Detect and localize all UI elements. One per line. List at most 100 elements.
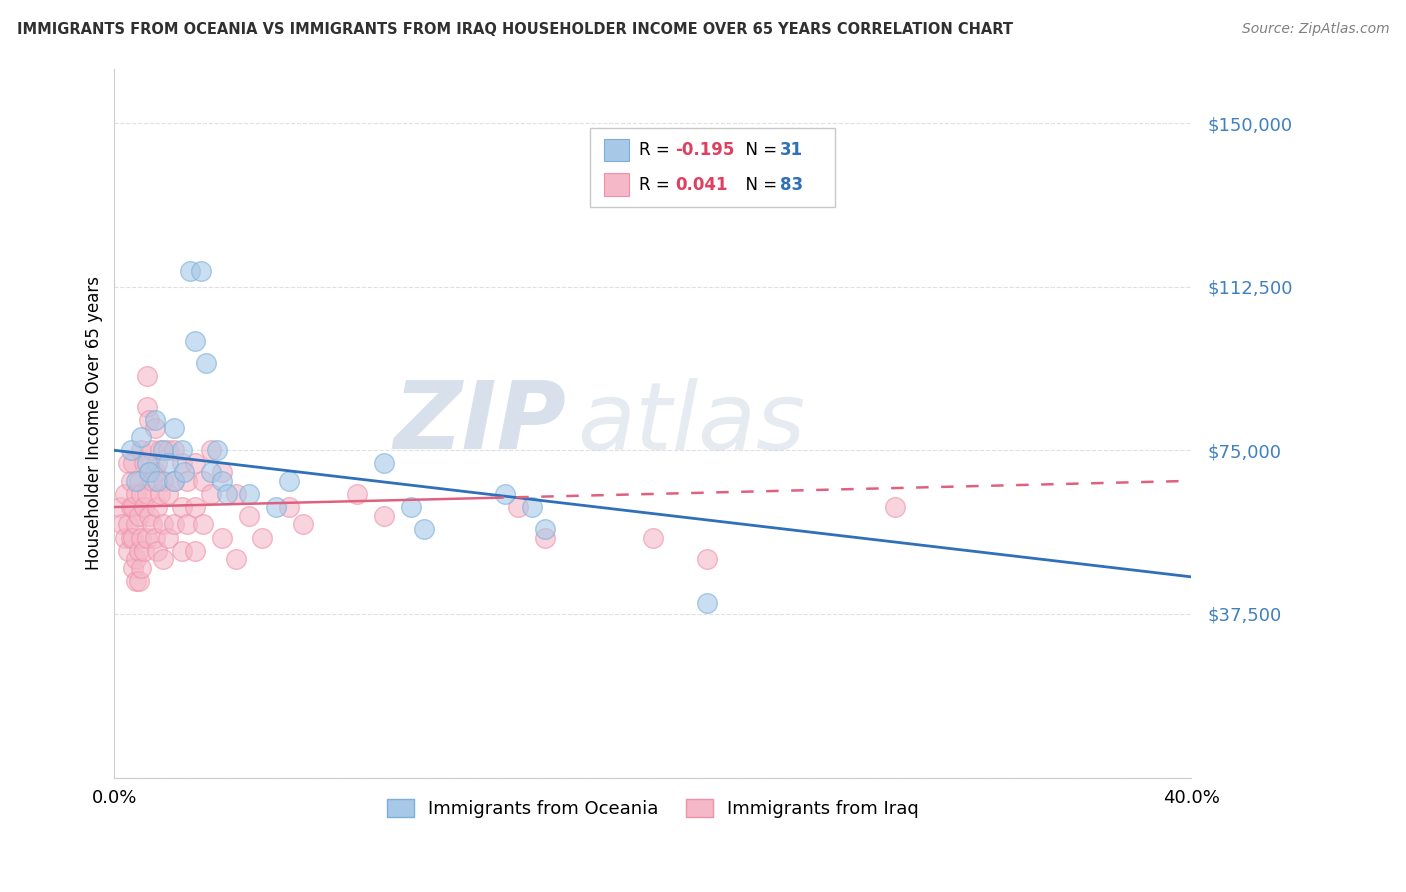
Point xyxy=(131,430,153,444)
Point xyxy=(141,474,163,488)
Point xyxy=(170,500,193,514)
Text: 0.041: 0.041 xyxy=(676,176,728,194)
Point xyxy=(117,457,139,471)
Point xyxy=(125,487,148,501)
Point xyxy=(211,531,233,545)
Point xyxy=(157,457,180,471)
Point xyxy=(534,531,557,545)
Point xyxy=(641,531,664,545)
Point xyxy=(373,508,395,523)
Point xyxy=(138,465,160,479)
Point xyxy=(143,465,166,479)
Point xyxy=(135,400,157,414)
Point xyxy=(125,474,148,488)
Point xyxy=(211,474,233,488)
Point xyxy=(143,421,166,435)
Point xyxy=(264,500,287,514)
Point xyxy=(200,465,222,479)
Point xyxy=(138,413,160,427)
Point xyxy=(170,543,193,558)
Point xyxy=(120,500,142,514)
Point xyxy=(179,264,201,278)
Point xyxy=(117,543,139,558)
Point xyxy=(291,517,314,532)
Point xyxy=(494,487,516,501)
Point xyxy=(146,457,169,471)
Point xyxy=(122,531,145,545)
Text: 83: 83 xyxy=(780,176,803,194)
Point xyxy=(146,543,169,558)
Point xyxy=(125,574,148,589)
Point xyxy=(125,552,148,566)
Point xyxy=(122,500,145,514)
Point xyxy=(184,334,207,349)
Point xyxy=(135,369,157,384)
Point xyxy=(108,500,131,514)
Point xyxy=(135,531,157,545)
Point xyxy=(157,531,180,545)
Point xyxy=(135,487,157,501)
Point xyxy=(696,596,718,610)
Point xyxy=(238,508,260,523)
Point xyxy=(157,443,180,458)
Text: R =: R = xyxy=(640,176,675,194)
Point xyxy=(125,517,148,532)
Point xyxy=(508,500,530,514)
Point xyxy=(122,561,145,575)
Text: 31: 31 xyxy=(780,141,803,159)
Point xyxy=(152,517,174,532)
Point xyxy=(278,474,301,488)
Point xyxy=(152,443,174,458)
Point xyxy=(534,522,557,536)
Point xyxy=(238,487,260,501)
Point xyxy=(135,457,157,471)
Point xyxy=(131,487,153,501)
Point xyxy=(122,457,145,471)
Point xyxy=(138,465,160,479)
Point xyxy=(162,443,184,458)
Point xyxy=(399,500,422,514)
Point xyxy=(120,474,142,488)
Point xyxy=(162,421,184,435)
Point xyxy=(117,517,139,532)
Point xyxy=(176,517,198,532)
Point xyxy=(146,500,169,514)
Legend: Immigrants from Oceania, Immigrants from Iraq: Immigrants from Oceania, Immigrants from… xyxy=(380,791,927,825)
Point xyxy=(413,522,436,536)
Point xyxy=(211,465,233,479)
Point xyxy=(114,531,136,545)
Text: atlas: atlas xyxy=(578,377,806,468)
Point xyxy=(131,443,153,458)
Point xyxy=(141,443,163,458)
Point xyxy=(128,474,150,488)
Point xyxy=(146,474,169,488)
Point xyxy=(225,552,247,566)
Text: Source: ZipAtlas.com: Source: ZipAtlas.com xyxy=(1241,22,1389,37)
Point xyxy=(696,552,718,566)
Point xyxy=(184,457,207,471)
Point xyxy=(131,531,153,545)
Point xyxy=(143,531,166,545)
Point xyxy=(200,487,222,501)
Point xyxy=(131,561,153,575)
Point xyxy=(884,500,907,514)
Point xyxy=(128,574,150,589)
Point xyxy=(138,508,160,523)
Point xyxy=(278,500,301,514)
Point xyxy=(193,474,215,488)
Point xyxy=(184,543,207,558)
Y-axis label: Householder Income Over 65 years: Householder Income Over 65 years xyxy=(86,276,103,570)
Text: IMMIGRANTS FROM OCEANIA VS IMMIGRANTS FROM IRAQ HOUSEHOLDER INCOME OVER 65 YEARS: IMMIGRANTS FROM OCEANIA VS IMMIGRANTS FR… xyxy=(17,22,1012,37)
Point xyxy=(157,487,180,501)
Point xyxy=(132,500,155,514)
Point xyxy=(200,443,222,458)
Point xyxy=(173,465,195,479)
Point xyxy=(190,264,212,278)
Point xyxy=(149,443,172,458)
Point xyxy=(149,487,172,501)
Point xyxy=(152,474,174,488)
Point xyxy=(184,500,207,514)
Point xyxy=(114,487,136,501)
Point xyxy=(170,457,193,471)
Text: R =: R = xyxy=(640,141,675,159)
